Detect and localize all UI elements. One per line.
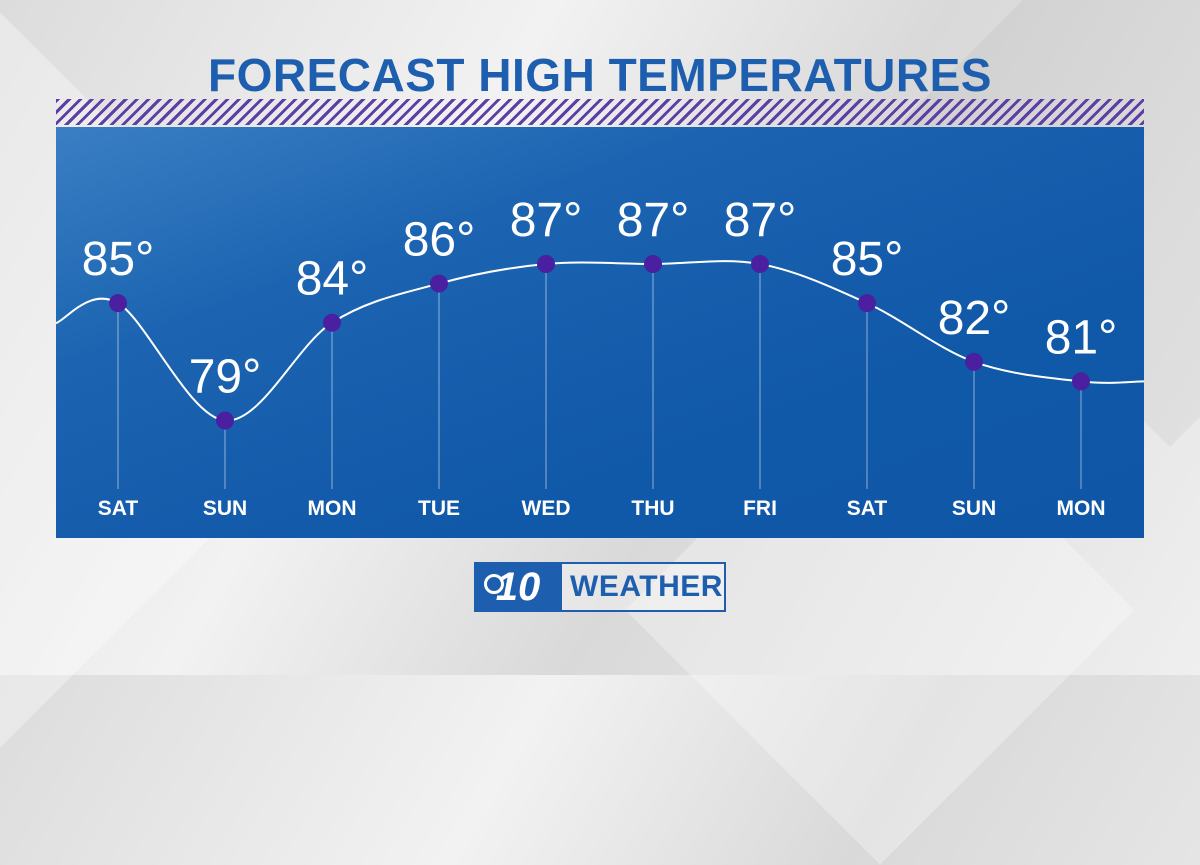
data-point (216, 411, 234, 430)
day-label: WED (522, 497, 571, 520)
day-label: SAT (847, 497, 888, 520)
data-point (537, 255, 555, 273)
hatch-band (56, 99, 1144, 125)
logo-mark: 10 (474, 562, 562, 612)
chart-panel: 85° SAT 79° SUN 84° MON 86° TUE 87° WED 87° THU 87° F… (56, 127, 1144, 538)
data-label: 85° (82, 233, 155, 286)
data-label: 82° (938, 292, 1011, 345)
data-point (109, 294, 127, 313)
day-label: THU (631, 497, 674, 520)
day-label: SAT (98, 497, 139, 520)
data-point (965, 352, 983, 371)
data-point (1072, 372, 1090, 391)
data-point (644, 255, 662, 273)
station-logo: 10 WEATHER (474, 562, 726, 612)
data-label: 87° (510, 194, 583, 247)
data-point (858, 294, 876, 313)
day-label: SUN (952, 497, 996, 520)
day-label: FRI (743, 497, 777, 520)
data-label: 87° (724, 194, 797, 247)
data-label: 79° (189, 351, 262, 404)
data-label: 86° (403, 214, 476, 267)
data-point (751, 255, 769, 273)
logo-text: WEATHER (570, 570, 723, 603)
day-label: MON (308, 497, 357, 520)
data-point (323, 313, 341, 332)
chart-title: FORECAST HIGH TEMPERATURES (208, 49, 992, 101)
data-label: 87° (617, 194, 690, 247)
temperature-chart: 85° SAT 79° SUN 84° MON 86° TUE 87° WED 87° THU 87° F… (56, 194, 1144, 520)
day-label: TUE (418, 497, 460, 520)
data-point (430, 274, 448, 293)
data-label: 84° (296, 253, 369, 306)
day-label: MON (1057, 497, 1106, 520)
data-label: 85° (831, 233, 904, 286)
day-label: SUN (203, 497, 247, 520)
data-label: 81° (1045, 311, 1118, 364)
eye-icon (484, 574, 504, 594)
